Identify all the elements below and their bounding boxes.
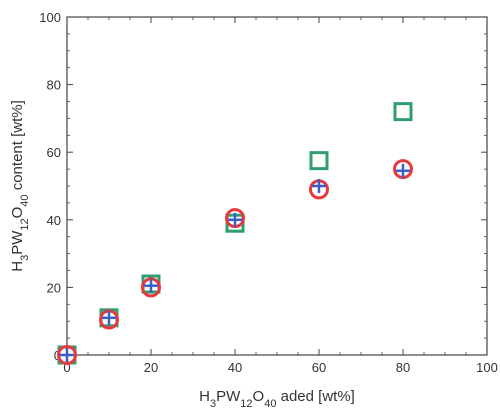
x-tick-label: 0	[63, 360, 70, 375]
data-points	[57, 102, 413, 365]
circle-marker	[57, 345, 77, 365]
cross-marker	[228, 212, 242, 227]
cross-marker	[102, 310, 116, 325]
x-tick-labels: 0 20 40 60 80 100	[63, 360, 497, 375]
y-axis-title: H3PW12O40 content [wt%]	[9, 100, 31, 272]
x-axis-title: H3PW12O40 aded [wt%]	[199, 388, 355, 408]
cross-marker	[312, 179, 326, 193]
square-marker	[309, 151, 329, 171]
x-tick-label: 80	[396, 360, 410, 375]
y-tick-label: 40	[47, 213, 61, 228]
y-tick-label: 100	[39, 10, 61, 25]
x-tick-label: 60	[312, 360, 326, 375]
cross-marker	[396, 163, 410, 178]
x-tick-label: 20	[144, 360, 158, 375]
square-marker	[393, 102, 413, 122]
y-tick-label: 60	[47, 145, 61, 160]
axis-ticks	[66, 16, 488, 356]
cross-marker	[144, 278, 158, 293]
y-tick-label: 20	[47, 280, 61, 295]
plot-area	[66, 16, 488, 356]
y-tick-label: 80	[47, 78, 61, 93]
cross-marker	[60, 348, 74, 362]
x-tick-label: 40	[228, 360, 242, 375]
x-tick-label: 100	[476, 360, 498, 375]
